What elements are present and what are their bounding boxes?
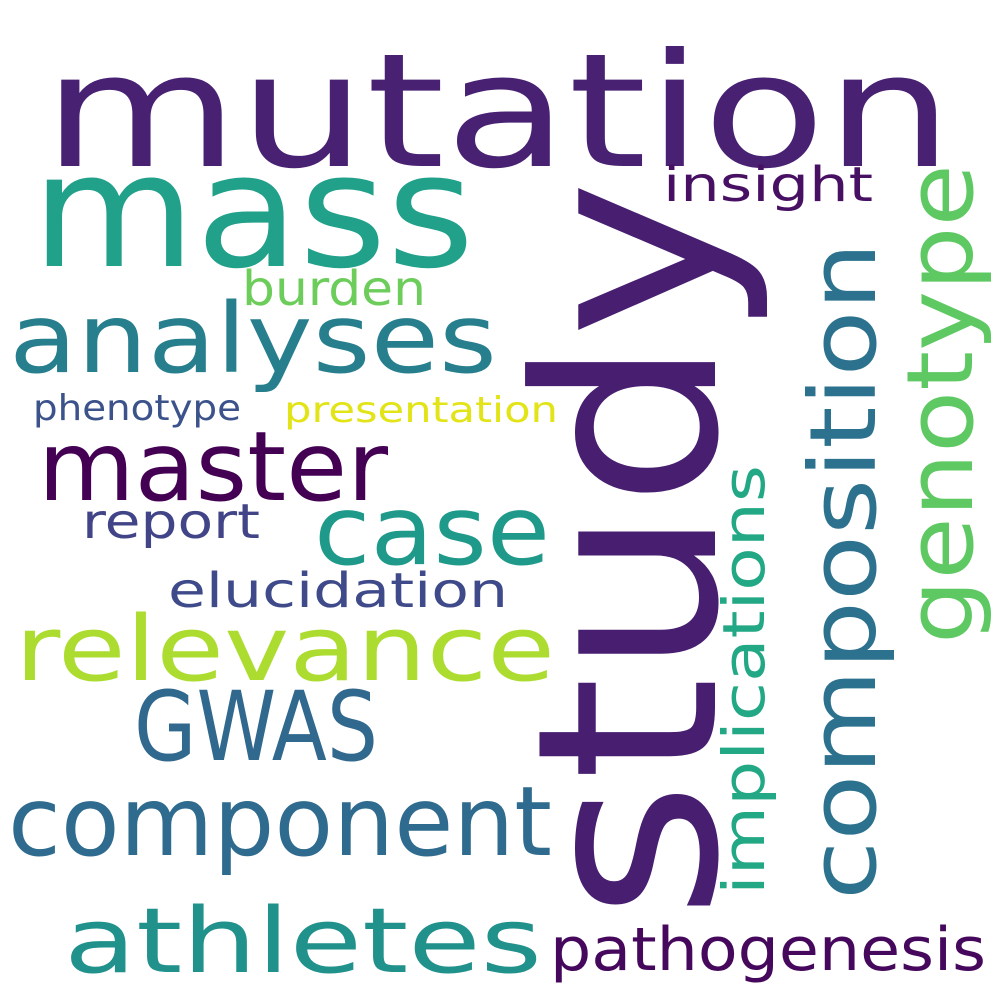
- word-report: report: [82, 494, 260, 550]
- word-master: master: [38, 411, 389, 523]
- word-study: study: [483, 180, 774, 920]
- word-case: case: [314, 475, 550, 587]
- word-insight: insight: [663, 157, 873, 213]
- word-phenotype: phenotype: [33, 388, 241, 429]
- word-athletes: athletes: [64, 889, 542, 994]
- word-gwas: GWAS: [134, 671, 378, 783]
- word-presentation: presentation: [284, 390, 558, 431]
- word-component: component: [8, 766, 552, 878]
- word-mass: mass: [32, 120, 475, 304]
- word-pathogenesis: pathogenesis: [550, 915, 986, 985]
- word-genotype: genotype: [887, 164, 994, 644]
- word-mutation: mutation: [43, 20, 953, 204]
- word-composition: composition: [790, 242, 897, 900]
- word-burden: burden: [242, 261, 426, 317]
- word-relevance: relevance: [15, 597, 555, 702]
- word-analyses: analyses: [9, 283, 497, 395]
- word-implications: implications: [710, 465, 778, 895]
- word-elucidation: elucidation: [168, 563, 508, 619]
